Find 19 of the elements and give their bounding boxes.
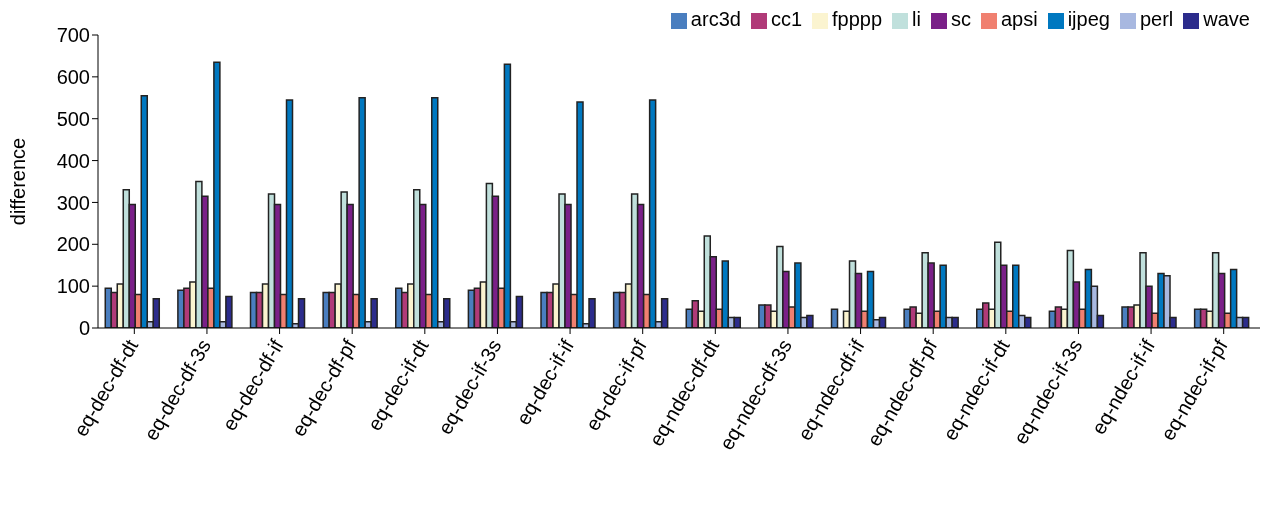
legend-label: ijpeg	[1067, 8, 1110, 30]
y-tick-label: 600	[56, 65, 90, 88]
legend-label: fpppp	[832, 8, 883, 30]
legend-label: cc1	[770, 8, 803, 30]
y-tick-label: 700	[56, 24, 90, 47]
y-tick-label: 200	[56, 233, 90, 256]
y-tick-label: 0	[78, 317, 90, 340]
legend-label: li	[912, 8, 921, 30]
legend-label: sc	[950, 8, 971, 30]
y-tick-label: 100	[56, 275, 90, 298]
y-axis-title: difference	[7, 137, 30, 226]
y-tick-label: 500	[56, 107, 90, 130]
y-tick-label: 400	[56, 149, 90, 172]
y-tick-label: 300	[56, 191, 90, 214]
legend-label: wave	[1203, 8, 1250, 30]
legend-label: perl	[1139, 8, 1174, 30]
legend-label: apsi	[1000, 8, 1038, 30]
legend-label: arc3d	[690, 8, 741, 30]
bar	[830, 308, 839, 328]
